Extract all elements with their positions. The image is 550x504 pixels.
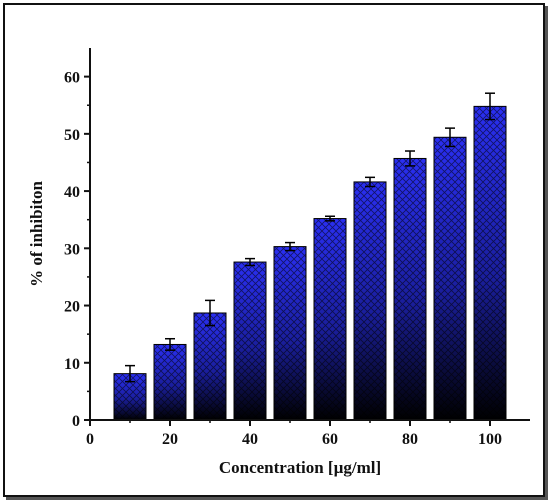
x-axis-label: Concentration [µg/ml] — [219, 458, 381, 477]
y-tick-label: 60 — [64, 70, 80, 87]
y-tick-label: 50 — [64, 127, 80, 144]
y-tick-label: 10 — [64, 356, 80, 373]
y-tick-label: 20 — [64, 299, 80, 316]
bar-hatch — [314, 218, 346, 420]
x-tick-label: 0 — [86, 431, 94, 448]
bar-hatch — [234, 262, 266, 420]
x-ticks: 0 20 40 60 80 100 — [86, 420, 502, 448]
y-ticks: 0 10 20 30 40 50 60 — [64, 70, 90, 430]
bar-hatch — [434, 137, 466, 420]
x-tick-label: 40 — [242, 431, 258, 448]
bar-hatch — [154, 344, 186, 420]
bar-hatch — [274, 246, 306, 420]
bars-group — [113, 105, 507, 421]
y-tick-label: 0 — [72, 413, 80, 430]
errorbars-group — [125, 92, 495, 383]
x-tick-label: 20 — [162, 431, 178, 448]
x-tick-label: 60 — [322, 431, 338, 448]
axes — [89, 48, 530, 421]
bar-hatch — [354, 181, 386, 420]
y-tick-label: 40 — [64, 184, 80, 201]
bar-hatch — [194, 312, 226, 420]
x-tick-label: 100 — [478, 431, 502, 448]
bar-hatch — [394, 158, 426, 420]
bar-hatch — [474, 106, 506, 421]
y-axis-label: % of inhibiton — [27, 181, 46, 287]
y-tick-label: 30 — [64, 241, 80, 258]
x-tick-label: 80 — [402, 431, 418, 448]
